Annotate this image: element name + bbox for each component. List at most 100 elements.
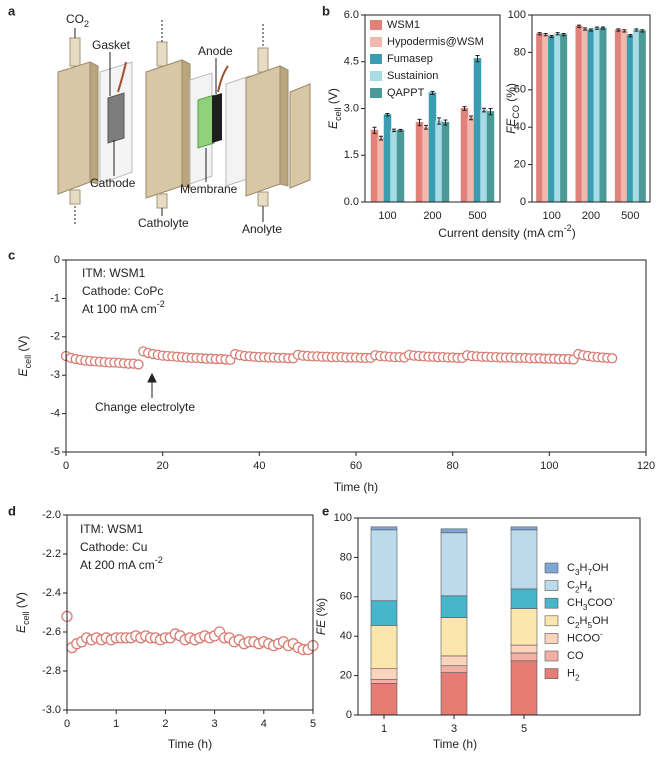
- bar-segment: [370, 526, 398, 531]
- x-tick-label: 0: [64, 718, 70, 730]
- annotation-sup: -2: [157, 299, 165, 309]
- flow-plate-side: [279, 65, 289, 187]
- y-tick-label: 3.0: [344, 102, 359, 114]
- bar: [486, 111, 495, 203]
- panel-letter: d: [8, 503, 16, 518]
- bar-segment: [440, 655, 468, 667]
- bar: [480, 109, 488, 203]
- y-axis-label-unit: (%): [504, 83, 518, 105]
- bar-segment: [510, 588, 538, 609]
- error-bar: [601, 26, 605, 30]
- error-bar: [543, 33, 548, 37]
- x-axis-label-text: Current density (mA cm: [438, 226, 563, 240]
- axes-frame: [66, 514, 314, 711]
- bar-segment: [440, 617, 468, 657]
- x-tick-label: 500: [468, 210, 486, 222]
- bar: [614, 29, 622, 203]
- error-bar: [482, 107, 486, 113]
- bar-segment: [510, 526, 538, 531]
- y-axis-label-unit: (V): [16, 336, 30, 355]
- y-tick-label: 0: [54, 254, 60, 266]
- x-tick-label: 80: [447, 460, 459, 472]
- cell-diagram: CO2 Gasket Anode Cathode Membrane Cathol…: [57, 12, 311, 236]
- y-axis-label-unit: (V): [14, 592, 28, 611]
- error-bar: [622, 29, 627, 33]
- error-bar: [628, 33, 633, 38]
- y-axis-label-sub: cell: [21, 611, 31, 625]
- bar: [548, 36, 556, 203]
- error-bar: [475, 55, 480, 63]
- bar: [460, 108, 469, 203]
- bar: [396, 129, 405, 203]
- error-bar: [595, 26, 599, 30]
- bar-segment: [440, 665, 468, 673]
- bar-segment: [370, 679, 398, 684]
- annotation: ITM: WSM1: [80, 522, 144, 536]
- y-axis-label: Ecell (V): [16, 336, 33, 377]
- bar: [632, 29, 640, 203]
- bar: [390, 129, 398, 203]
- y-axis-label-sub: cell: [23, 355, 33, 369]
- change-arrow: [147, 372, 157, 398]
- legend-swatch: [370, 88, 382, 98]
- y-tick-label: 4.5: [344, 56, 359, 68]
- annotation: At 200 mA cm-2: [80, 555, 163, 572]
- x-axis-label-text: Time (h): [433, 737, 477, 751]
- formula-part: H: [567, 668, 575, 680]
- bar-segment: [370, 600, 398, 626]
- legend-label: CH3COO-: [567, 594, 616, 612]
- annotation-text: Change electrolyte: [95, 400, 195, 414]
- x-tick-label: 5: [521, 723, 527, 735]
- x-axis-label-text: Time (h): [168, 737, 212, 751]
- formula-part: C: [567, 615, 575, 627]
- annotation-text: ITM: WSM1: [82, 266, 146, 280]
- legend-swatch: [544, 633, 559, 644]
- formula-part: -: [613, 594, 616, 603]
- y-axis-label: Ecell (V): [326, 88, 343, 129]
- bar: [560, 34, 568, 203]
- y-tick-label: -2.0: [42, 509, 61, 521]
- bar: [422, 126, 430, 203]
- legend-label: QAPPT: [387, 87, 425, 99]
- y-tick-label: 40: [340, 630, 352, 642]
- bar-segment: [370, 668, 398, 680]
- legend-label: CO: [567, 650, 584, 662]
- y-tick-label: 100: [334, 512, 352, 524]
- error-bar: [488, 108, 493, 116]
- point: [607, 353, 618, 364]
- formula-part: OH: [592, 562, 609, 574]
- y-axis-label-text: FE: [314, 619, 328, 635]
- formula-part: 4: [588, 585, 593, 594]
- bar: [575, 25, 583, 203]
- x-tick-label: 3: [212, 718, 218, 730]
- legend-swatch: [544, 562, 559, 574]
- bar: [638, 30, 646, 203]
- y-tick-label: 60: [514, 84, 526, 96]
- axes-frame: [531, 14, 651, 203]
- diagram-label: Cathode: [90, 176, 136, 190]
- error-bar: [577, 24, 581, 28]
- y-tick-label: -1: [50, 292, 60, 304]
- diagram-label: Anode: [198, 44, 233, 58]
- formula-part: 3: [575, 568, 580, 577]
- formula-part: 2: [575, 585, 580, 594]
- error-bar: [537, 32, 542, 36]
- x-axis-label: Time (h): [334, 480, 378, 494]
- error-bar: [443, 119, 448, 126]
- flow-plate: [145, 59, 183, 199]
- y-axis-label-unit: (V): [326, 88, 340, 107]
- formula-part: COO: [587, 597, 613, 609]
- diagram-label: CO2: [66, 12, 89, 29]
- x-axis-label: Time (h): [433, 737, 477, 751]
- legend-label: WSM1: [387, 19, 420, 31]
- bar-segment: [510, 529, 538, 590]
- end-plate: [289, 83, 311, 189]
- legend-swatch: [370, 71, 382, 81]
- error-bar: [430, 90, 435, 95]
- legend-label: Sustainion: [387, 70, 438, 82]
- annotation-text: At 100 mA cm: [82, 302, 157, 316]
- annotation: Cathode: Cu: [80, 540, 147, 554]
- fitting: [257, 47, 269, 73]
- y-tick-label: 0.0: [344, 196, 359, 208]
